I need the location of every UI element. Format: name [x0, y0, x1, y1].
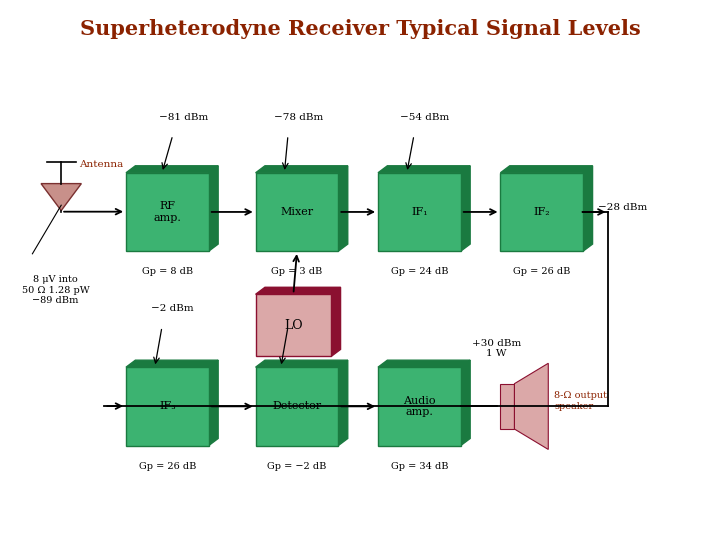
Polygon shape [514, 363, 549, 449]
Polygon shape [41, 184, 81, 211]
Text: IF₁: IF₁ [411, 207, 428, 217]
Bar [378, 367, 461, 446]
Polygon shape [256, 360, 348, 367]
Polygon shape [126, 360, 218, 367]
Text: LO: LO [284, 319, 302, 332]
Text: 8 μV into
50 Ω 1.28 pW
−89 dBm: 8 μV into 50 Ω 1.28 pW −89 dBm [22, 275, 89, 305]
Polygon shape [126, 166, 218, 173]
Bar [256, 294, 331, 356]
Polygon shape [378, 166, 470, 173]
Bar [500, 383, 514, 429]
Text: −2 dBm: −2 dBm [151, 304, 194, 313]
Polygon shape [461, 166, 470, 251]
Text: Mixer: Mixer [280, 207, 314, 217]
Text: Gp = 34 dB: Gp = 34 dB [391, 462, 448, 471]
Text: Gp = −2 dB: Gp = −2 dB [267, 462, 327, 471]
Polygon shape [256, 287, 341, 294]
Polygon shape [500, 166, 593, 173]
Text: Gp = 3 dB: Gp = 3 dB [271, 267, 323, 276]
Text: +30 dBm
1 W: +30 dBm 1 W [472, 339, 521, 358]
Polygon shape [209, 360, 218, 445]
Text: Gp = 24 dB: Gp = 24 dB [391, 267, 448, 276]
Polygon shape [338, 166, 348, 251]
Text: Detector: Detector [272, 401, 322, 411]
Text: Gp = 26 dB: Gp = 26 dB [139, 462, 196, 471]
Bar [126, 367, 209, 446]
Text: Gp = 26 dB: Gp = 26 dB [513, 267, 570, 276]
Bar [256, 173, 338, 251]
Polygon shape [583, 166, 593, 251]
Polygon shape [209, 166, 218, 251]
Text: −28 dBm: −28 dBm [598, 204, 647, 212]
Text: −4 dBm: −4 dBm [277, 304, 320, 313]
Bar [378, 173, 461, 251]
Polygon shape [256, 166, 348, 173]
Text: RF
amp.: RF amp. [153, 201, 181, 222]
Polygon shape [331, 287, 341, 356]
Polygon shape [461, 360, 470, 445]
Text: Gp = 8 dB: Gp = 8 dB [142, 267, 193, 276]
Text: Superheterodyne Receiver Typical Signal Levels: Superheterodyne Receiver Typical Signal … [80, 19, 640, 39]
Text: IF₂: IF₂ [534, 207, 550, 217]
Bar [126, 173, 209, 251]
Text: 8-Ω output
speaker: 8-Ω output speaker [554, 392, 607, 410]
Bar [500, 173, 583, 251]
Text: Audio
amp.: Audio amp. [403, 395, 436, 417]
Bar [256, 367, 338, 446]
Text: IF₃: IF₃ [159, 401, 176, 411]
Text: −81 dBm: −81 dBm [159, 112, 208, 122]
Text: −54 dBm: −54 dBm [400, 112, 449, 122]
Polygon shape [338, 360, 348, 445]
Text: Antenna: Antenna [79, 160, 123, 169]
Polygon shape [378, 360, 470, 367]
Text: −78 dBm: −78 dBm [274, 112, 323, 122]
